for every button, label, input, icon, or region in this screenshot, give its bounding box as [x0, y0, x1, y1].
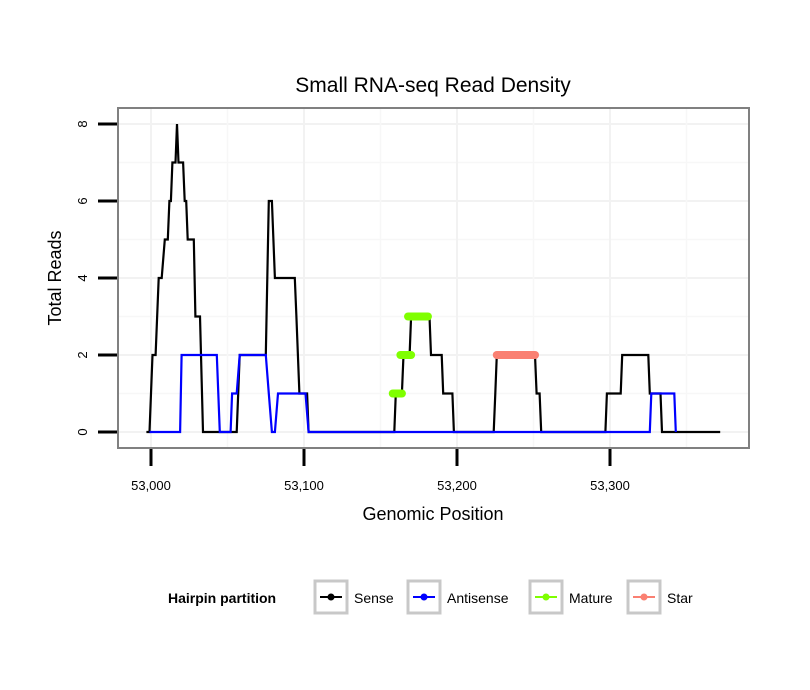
legend-key-point — [542, 593, 550, 601]
x-tick-label: 53,300 — [590, 478, 630, 493]
legend-key-point — [640, 593, 648, 601]
legend-key-point — [420, 593, 428, 601]
legend-item-sense: Sense — [313, 579, 394, 615]
legend-label: Mature — [569, 590, 613, 606]
x-axis-title: Genomic Position — [362, 504, 503, 524]
y-tick-label: 2 — [75, 351, 90, 358]
y-axis: 0 2 4 6 8 — [75, 120, 117, 436]
x-axis: 53,000 53,100 53,200 53,300 — [131, 449, 630, 493]
legend-item-antisense: Antisense — [406, 579, 509, 615]
x-tick-label: 53,200 — [437, 478, 477, 493]
series-line-antisense — [149, 353, 677, 434]
y-tick-label: 8 — [75, 120, 90, 127]
chart-title: Small RNA-seq Read Density — [295, 74, 571, 97]
x-tick-label: 53,000 — [131, 478, 171, 493]
y-tick-label: 0 — [75, 428, 90, 435]
legend-label: Star — [667, 590, 693, 606]
x-tick-label: 53,100 — [284, 478, 324, 493]
series-layer — [146, 123, 721, 434]
legend-label: Sense — [354, 590, 394, 606]
y-tick-label: 4 — [75, 274, 90, 281]
legend-label: Antisense — [447, 590, 509, 606]
y-tick-label: 6 — [75, 197, 90, 204]
legend-item-star: Star — [626, 579, 693, 615]
legend-key-point — [327, 593, 335, 601]
legend: Hairpin partition Sense Antisense Mature St… — [168, 579, 693, 615]
y-axis-title: Total Reads — [45, 230, 65, 325]
series-line-sense — [146, 123, 721, 434]
legend-item-mature: Mature — [528, 579, 613, 615]
legend-title: Hairpin partition — [168, 590, 276, 606]
